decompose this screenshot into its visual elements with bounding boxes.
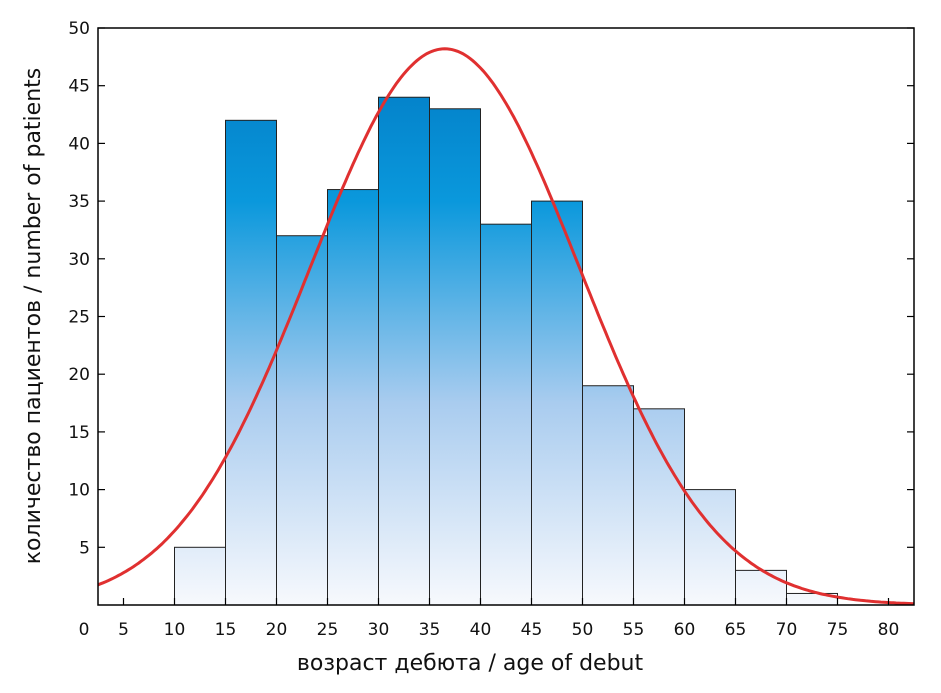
y-axis-label: количество пациентов / number of patient… [21, 68, 46, 564]
histogram-bar [225, 119, 277, 606]
x-tick-label: 80 [878, 620, 900, 640]
histogram-bar [480, 223, 532, 606]
x-tick-label: 45 [521, 620, 543, 640]
histogram-bar [735, 569, 787, 606]
histogram-bar [684, 489, 736, 606]
x-tick-label: 15 [215, 620, 237, 640]
x-tick-label: 10 [164, 620, 186, 640]
y-tick-label: 20 [68, 365, 90, 385]
x-axis-label: возраст дебюта / age of debut [297, 651, 644, 676]
histogram-bar [429, 108, 481, 606]
histogram-bar [531, 200, 583, 606]
histogram-bar [378, 96, 430, 606]
x-tick-label: 5 [118, 620, 129, 640]
x-tick-label: 55 [623, 620, 645, 640]
histogram-bar [327, 189, 379, 606]
x-tick-label: 50 [572, 620, 594, 640]
histogram-bar [633, 408, 685, 606]
x-tick-label: 20 [266, 620, 288, 640]
x-tick-label: 40 [470, 620, 492, 640]
x-tick-label: 65 [725, 620, 747, 640]
x-tick-label: 75 [827, 620, 849, 640]
histogram-bar [582, 385, 634, 606]
y-tick-label: 35 [68, 192, 90, 212]
y-tick-label: 50 [68, 19, 90, 39]
y-tick-label: 5 [79, 538, 90, 558]
y-tick-label: 25 [68, 308, 90, 328]
x-tick-label: 0 [79, 620, 90, 640]
x-tick-label: 70 [776, 620, 798, 640]
normal-curve [97, 47, 915, 606]
y-tick-label: 40 [68, 134, 90, 154]
histogram-bar [276, 235, 328, 606]
x-tick-label: 30 [368, 620, 390, 640]
y-tick-label: 15 [68, 423, 90, 443]
histogram-bar [174, 546, 226, 606]
bars [174, 96, 838, 606]
y-tick-label: 10 [68, 481, 90, 501]
axis-ticks: 0 5 10 15 20 25 30 35 40 45 50 55 60 65 70 75 80 5 10 15 20 2… [68, 19, 914, 640]
x-tick-label: 60 [674, 620, 696, 640]
x-tick-label: 25 [317, 620, 339, 640]
y-tick-label: 45 [68, 77, 90, 97]
y-tick-label: 30 [68, 250, 90, 270]
x-tick-label: 35 [419, 620, 441, 640]
